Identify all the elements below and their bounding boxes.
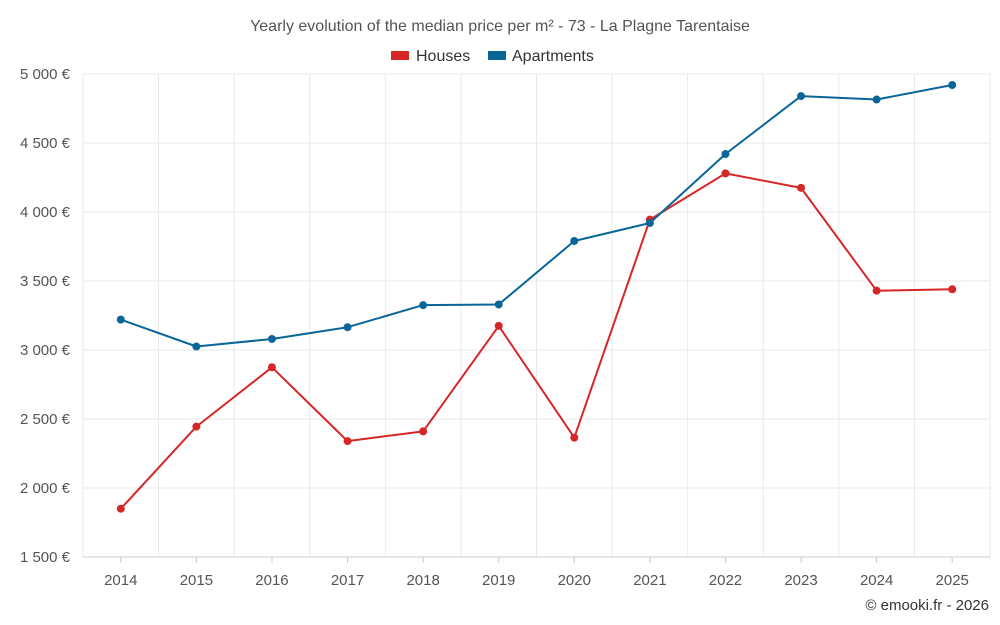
data-point-apartments[interactable] — [721, 150, 730, 159]
series-line-houses — [120, 172, 953, 510]
data-point-houses[interactable] — [872, 286, 881, 295]
data-point-apartments[interactable] — [267, 334, 276, 343]
chart-title: Yearly evolution of the median price per… — [250, 18, 750, 35]
x-tick-label: 2020 — [558, 572, 591, 589]
data-point-houses[interactable] — [419, 427, 428, 436]
data-point-houses[interactable] — [797, 183, 806, 192]
data-point-houses[interactable] — [494, 321, 503, 330]
data-point-houses[interactable] — [267, 363, 276, 372]
x-tick-label: 2014 — [104, 572, 137, 589]
data-point-houses[interactable] — [570, 433, 579, 442]
data-point-houses[interactable] — [721, 169, 730, 178]
x-tick-label: 2015 — [180, 572, 213, 589]
data-point-houses[interactable] — [948, 285, 957, 294]
y-tick-label: 4 500 € — [20, 135, 71, 152]
data-point-apartments[interactable] — [343, 323, 352, 332]
data-point-apartments[interactable] — [494, 300, 503, 309]
credit-text: © emooki.fr - 2026 — [865, 597, 989, 614]
y-tick-label: 1 500 € — [20, 549, 71, 566]
data-point-houses[interactable] — [116, 504, 125, 513]
data-point-apartments[interactable] — [570, 236, 579, 245]
x-tick-label: 2021 — [633, 572, 666, 589]
data-point-apartments[interactable] — [645, 219, 654, 228]
legend-swatch-houses — [391, 51, 409, 60]
x-tick-label: 2024 — [860, 572, 893, 589]
series-apartments — [116, 81, 957, 351]
x-tick-label: 2016 — [255, 572, 288, 589]
legend-swatch-apartments — [488, 51, 506, 60]
series-line-apartments — [120, 84, 953, 348]
legend-label-houses: Houses — [416, 48, 470, 65]
y-tick-label: 3 000 € — [20, 342, 71, 359]
x-tick-label: 2019 — [482, 572, 515, 589]
data-point-apartments[interactable] — [948, 81, 957, 90]
y-tick-label: 5 000 € — [20, 66, 71, 83]
grid — [82, 73, 991, 558]
legend-label-apartments: Apartments — [512, 48, 594, 65]
data-point-apartments[interactable] — [797, 92, 806, 101]
x-tick-label: 2018 — [406, 572, 439, 589]
series-layer — [116, 81, 957, 513]
x-tick-label: 2023 — [784, 572, 817, 589]
data-point-houses[interactable] — [343, 437, 352, 446]
data-point-apartments[interactable] — [872, 95, 881, 104]
x-tick-label: 2025 — [936, 572, 969, 589]
data-point-apartments[interactable] — [116, 315, 125, 324]
axes: 1 500 € 2 000 € 2 500 € 3 000 € 3 500 € 4 000… — [20, 66, 990, 589]
chart-legend: Houses Apartments — [391, 48, 594, 65]
x-tick-label: 2017 — [331, 572, 364, 589]
x-tick-label: 2022 — [709, 572, 742, 589]
y-tick-label: 3 500 € — [20, 273, 71, 290]
y-tick-label: 4 000 € — [20, 204, 71, 221]
y-tick-label: 2 000 € — [20, 480, 71, 497]
data-point-houses[interactable] — [192, 422, 201, 431]
data-point-apartments[interactable] — [192, 342, 201, 351]
data-point-apartments[interactable] — [419, 301, 428, 310]
y-tick-label: 2 500 € — [20, 411, 71, 428]
